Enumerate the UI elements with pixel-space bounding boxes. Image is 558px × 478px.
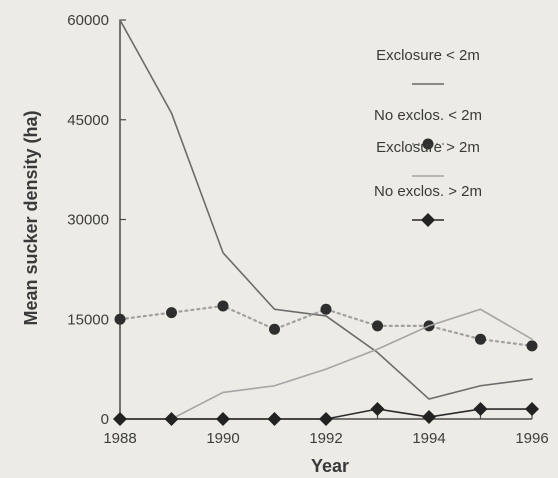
legend: Exclosure < 2m No exclos. < 2m Exclosure >… [374,47,482,227]
series-layer [113,19,539,426]
data-point [216,412,230,426]
series-1 [119,19,533,400]
x-ticks: 1988 1990 1992 1994 1996 [103,414,549,447]
y-tick-label: 0 [101,411,109,428]
data-point [267,412,282,426]
data-point [372,320,383,332]
data-point [320,303,332,315]
axes [119,20,532,420]
y-tick-label: 15000 [67,311,109,328]
y-ticks: 0 15000 30000 45000 60000 [67,12,126,428]
x-axis-title: Year [311,456,349,476]
series-line [119,308,533,420]
data-point [164,412,179,426]
data-point [319,412,333,426]
x-tick-label: 1994 [412,430,445,447]
y-tick-label: 60000 [67,12,109,29]
series-2 [114,300,538,352]
data-point [113,412,127,426]
series-4 [113,402,539,426]
x-tick-label: 1988 [103,430,136,447]
x-tick-label: 1996 [515,430,548,447]
data-point [269,323,280,335]
y-tick-label: 30000 [67,212,109,229]
data-point [525,402,539,417]
data-point [114,313,126,325]
legend-label: No exclos. < 2m [374,107,482,124]
legend-label: Exclosure > 2m [376,139,480,156]
data-point [473,402,488,417]
series-line [119,19,533,400]
data-point [370,402,385,417]
legend-label: No exclos. > 2m [374,183,482,200]
legend-marker [422,138,434,150]
legend-marker [421,213,435,227]
data-point [475,333,486,345]
data-point [526,340,538,352]
data-point [422,410,436,425]
legend-label: Exclosure < 2m [376,47,480,64]
data-point [217,300,229,312]
x-tick-label: 1992 [309,430,342,447]
x-tick-label: 1990 [206,430,239,447]
series-3 [119,308,533,420]
data-point [166,307,177,319]
y-axis-title: Mean sucker density (ha) [21,110,41,325]
y-tick-label: 45000 [67,112,109,129]
